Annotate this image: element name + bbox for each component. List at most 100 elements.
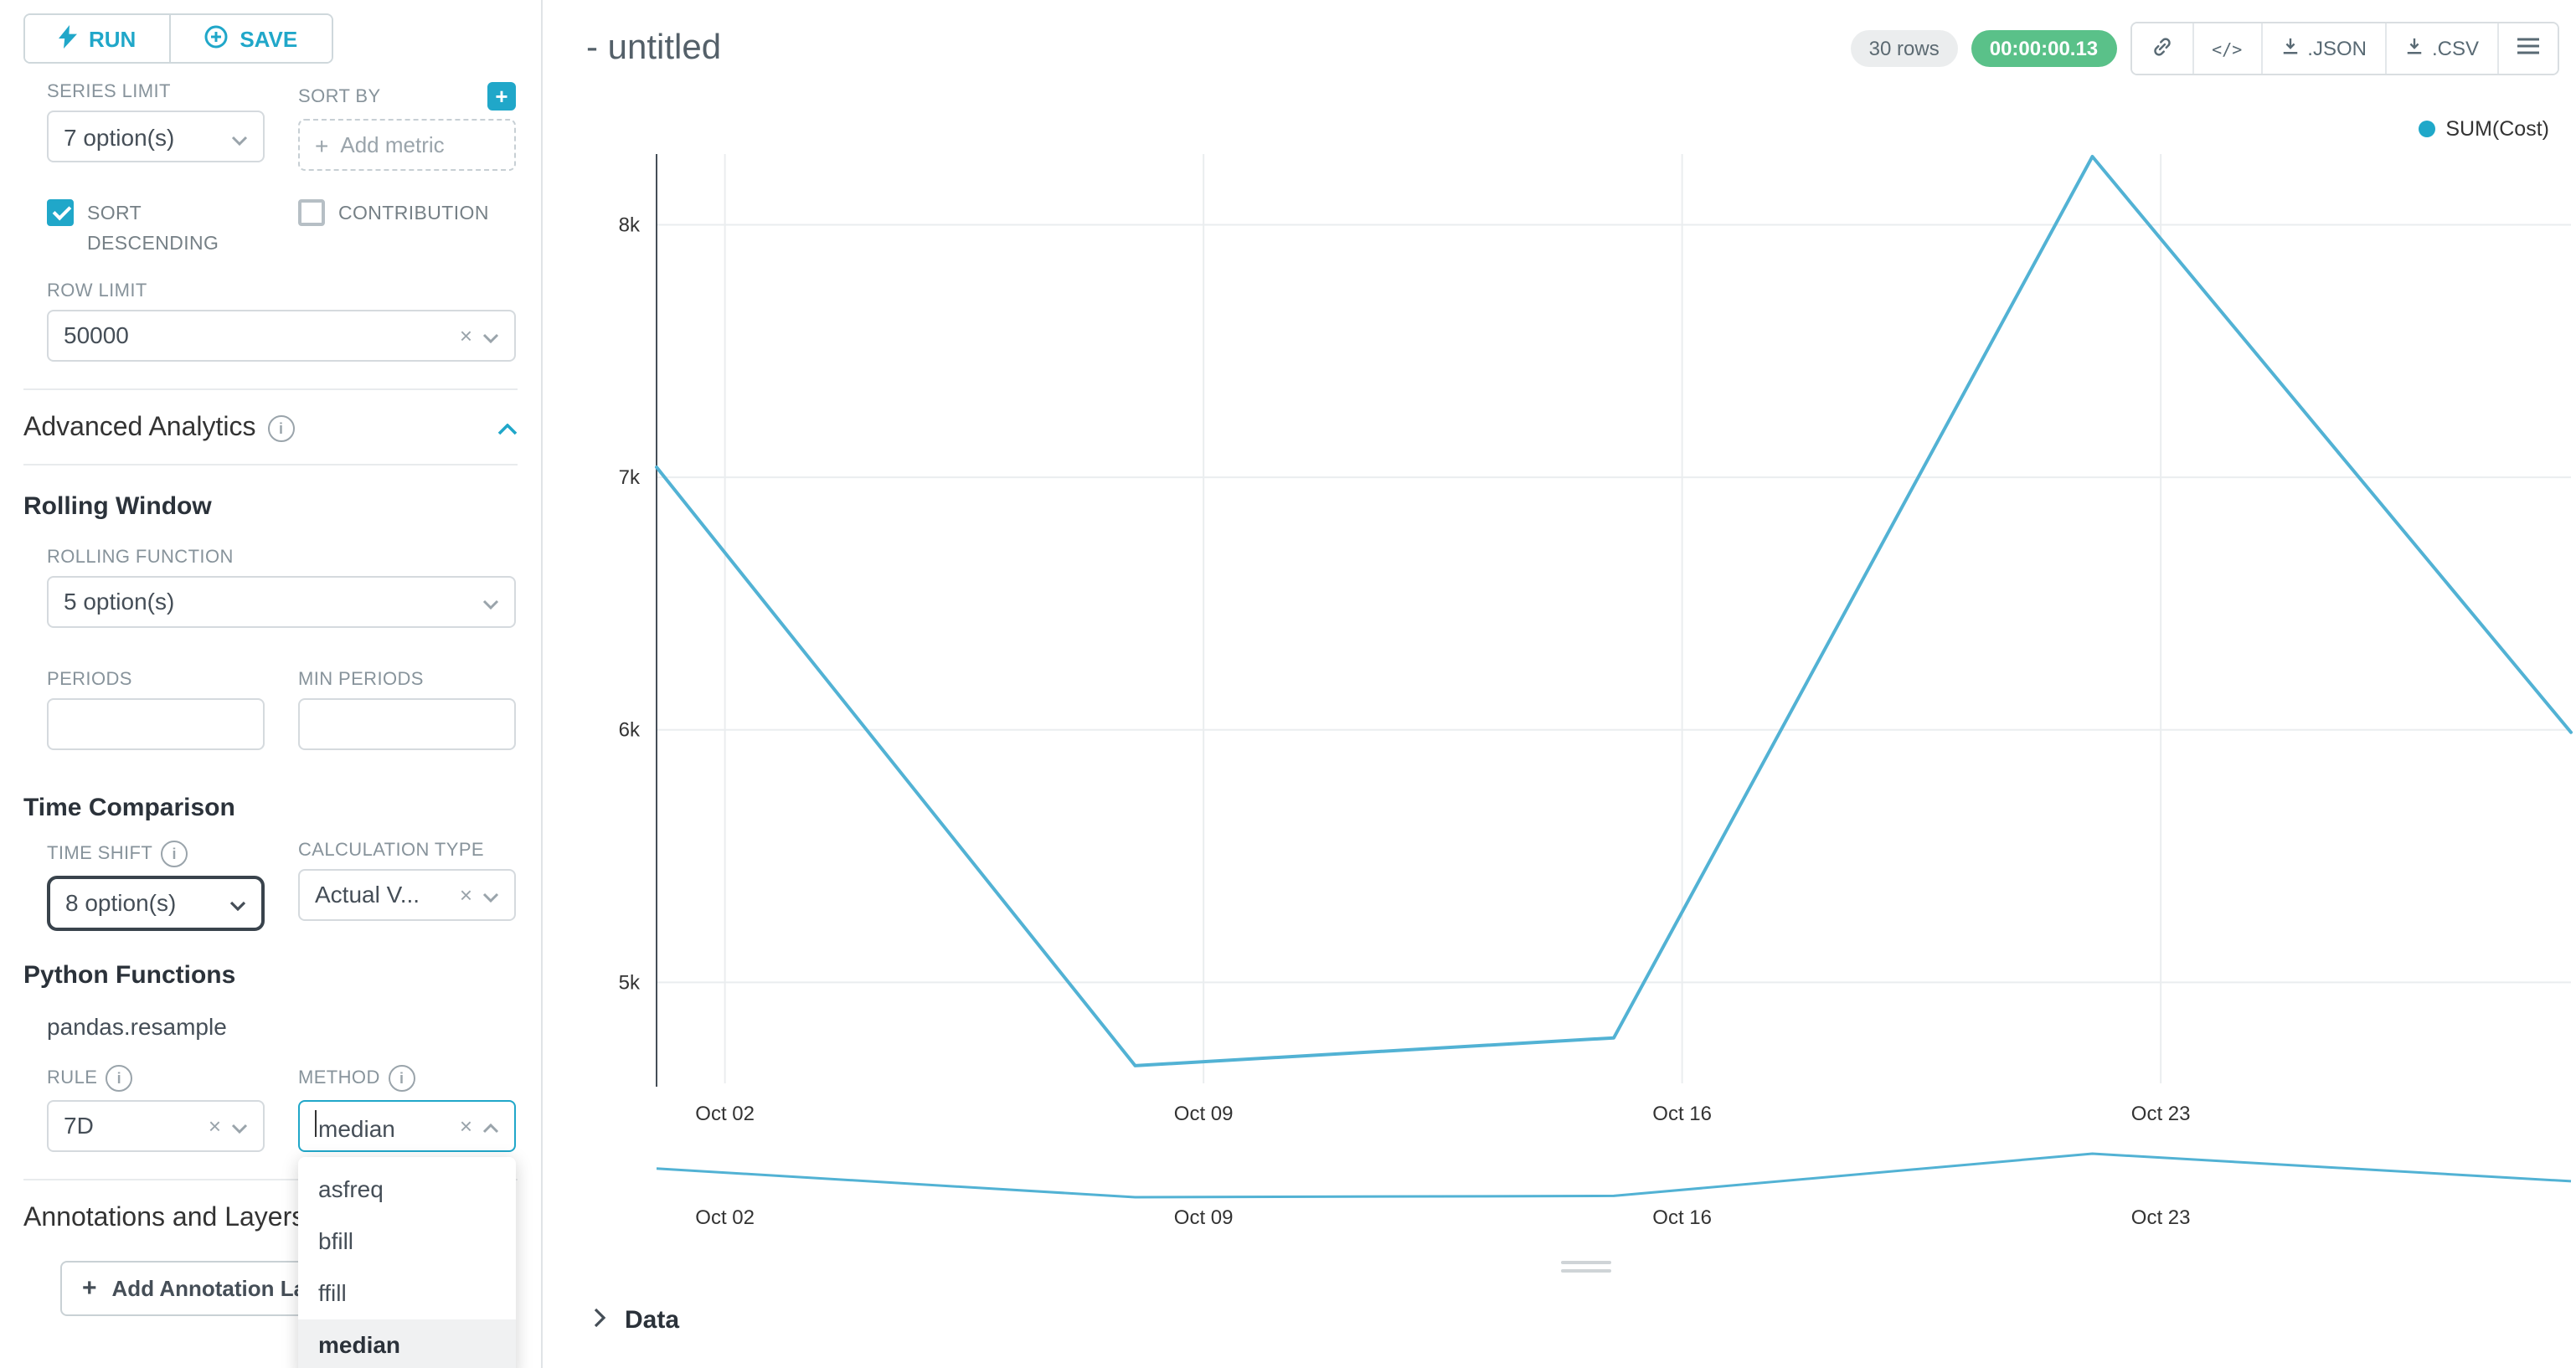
data-panel-label: Data	[625, 1306, 680, 1335]
menu-button[interactable]	[2497, 23, 2558, 74]
time-shift-label: TIME SHIFT	[47, 840, 265, 867]
panel-resize-handle[interactable]	[1561, 1261, 1611, 1273]
svg-text:Oct 09: Oct 09	[1174, 1206, 1234, 1229]
series-limit-label: SERIES LIMIT	[47, 82, 171, 102]
copy-link-button[interactable]	[2131, 23, 2192, 74]
svg-text:6k: 6k	[619, 719, 641, 742]
svg-text:Oct 02: Oct 02	[695, 1206, 755, 1229]
rolling-window-title: Rolling Window	[23, 491, 212, 521]
periods-input[interactable]	[47, 697, 265, 750]
info-icon	[106, 1064, 133, 1092]
range-preview-chart[interactable]: Oct 02 Oct 09 Oct 16 Oct 23	[543, 1144, 2574, 1234]
svg-text:Oct 23: Oct 23	[2131, 1206, 2191, 1229]
code-icon	[2212, 37, 2242, 60]
menu-item-ffill[interactable]: ffill	[318, 1279, 347, 1307]
divider	[23, 463, 518, 465]
contribution-checkbox[interactable]	[298, 199, 325, 226]
time-shift-value: 8 option(s)	[65, 889, 177, 917]
svg-text:Oct 16: Oct 16	[1652, 1206, 1712, 1229]
svg-text:Oct 09: Oct 09	[1174, 1103, 1234, 1125]
info-icon	[267, 414, 295, 442]
control-panel: RUN SAVE SERIES LIMIT 7 option(s) SORT B…	[0, 0, 543, 1368]
menu-item-asfreq[interactable]: asfreq	[318, 1175, 384, 1203]
save-button-label: SAVE	[240, 26, 298, 51]
query-timer-badge: 00:00:00.13	[1971, 30, 2117, 67]
clear-icon[interactable]	[460, 324, 472, 346]
method-options-menu: asfreq bfill ffill median	[298, 1156, 516, 1368]
clear-icon[interactable]	[209, 1114, 221, 1136]
row-count-badge: 30 rows	[1850, 30, 1958, 67]
method-combobox[interactable]: median	[298, 1099, 516, 1152]
divider	[23, 1178, 518, 1180]
plus-icon	[315, 131, 328, 158]
sort-by-add-metric[interactable]: Add metric	[298, 119, 516, 171]
series-limit-value: 7 option(s)	[64, 123, 175, 150]
menu-item-median[interactable]: median	[298, 1319, 516, 1368]
run-save-button-group: RUN SAVE	[23, 13, 333, 64]
rule-label: RULE	[47, 1064, 265, 1092]
row-limit-value: 50000	[64, 321, 129, 349]
chevron-down-icon	[231, 123, 248, 150]
export-csv-button[interactable]: .CSV	[2384, 23, 2497, 74]
download-icon	[2280, 37, 2299, 60]
python-functions-title: Python Functions	[23, 960, 236, 990]
clear-icon[interactable]	[460, 1114, 472, 1136]
chart-legend[interactable]: SUM(Cost)	[2419, 117, 2549, 141]
rolling-function-select[interactable]: 5 option(s)	[47, 575, 516, 628]
save-button[interactable]: SAVE	[169, 15, 332, 62]
export-json-button[interactable]: .JSON	[2260, 23, 2385, 74]
advanced-analytics-header[interactable]: Advanced Analytics	[23, 413, 518, 443]
menu-item-bfill[interactable]: bfill	[318, 1227, 354, 1255]
sort-by-add-button[interactable]	[487, 82, 516, 111]
pandas-resample-label: pandas.resample	[47, 1012, 227, 1040]
sort-descending-checkbox[interactable]	[47, 199, 74, 226]
svg-text:Oct 16: Oct 16	[1652, 1103, 1712, 1125]
clear-icon[interactable]	[460, 883, 472, 905]
contribution-option[interactable]: CONTRIBUTION	[298, 198, 516, 260]
info-icon	[388, 1064, 415, 1092]
run-button-label: RUN	[89, 26, 137, 51]
run-button[interactable]: RUN	[25, 15, 170, 62]
rule-select[interactable]: 7D	[47, 1099, 265, 1152]
svg-text:5k: 5k	[619, 971, 641, 994]
export-button-group: .JSON .CSV	[2130, 22, 2559, 75]
divider	[23, 388, 518, 390]
min-periods-input[interactable]	[298, 697, 516, 750]
rolling-function-value: 5 option(s)	[64, 588, 175, 615]
chevron-down-icon	[482, 588, 499, 615]
sort-descending-option[interactable]: SORT DESCENDING	[47, 198, 265, 260]
contribution-label: CONTRIBUTION	[338, 204, 489, 224]
export-json-label: .JSON	[2307, 37, 2367, 60]
advanced-analytics-title: Advanced Analytics	[23, 413, 256, 442]
chevron-right-icon	[593, 1306, 606, 1335]
method-value: median	[318, 1114, 395, 1142]
chevron-down-icon	[231, 1112, 248, 1139]
chart-area: - untitled 30 rows 00:00:00.13	[543, 0, 2576, 1368]
collapse-chevron-up-icon[interactable]	[497, 413, 518, 443]
legend-series-dot	[2419, 121, 2436, 137]
plus-icon	[82, 1273, 97, 1302]
line-chart[interactable]: 5k 6k 7k 8k Oct 02 Oct 09 Oct 16 Oct 23	[543, 151, 2574, 1129]
download-icon	[2405, 37, 2424, 60]
rolling-function-label: ROLLING FUNCTION	[47, 547, 234, 568]
chevron-up-icon	[482, 1112, 499, 1139]
lightning-icon	[59, 24, 77, 53]
time-shift-select[interactable]: 8 option(s)	[47, 875, 265, 931]
legend-series-label: SUM(Cost)	[2445, 117, 2549, 141]
hamburger-menu-icon	[2517, 37, 2539, 60]
plus-circle-icon	[204, 24, 228, 53]
row-limit-select[interactable]: 50000	[47, 309, 516, 362]
embed-code-button[interactable]	[2192, 23, 2261, 74]
method-label: METHOD	[298, 1064, 516, 1092]
min-periods-label: MIN PERIODS	[298, 669, 424, 690]
export-csv-label: .CSV	[2431, 37, 2479, 60]
rule-value: 7D	[64, 1112, 94, 1139]
calculation-type-label: CALCULATION TYPE	[298, 840, 484, 861]
sort-descending-label: SORT DESCENDING	[87, 204, 219, 255]
data-panel-toggle[interactable]: Data	[593, 1306, 679, 1335]
annotations-header[interactable]: Annotations and Layers	[23, 1203, 518, 1233]
calculation-type-select[interactable]: Actual V...	[298, 868, 516, 921]
series-limit-select[interactable]: 7 option(s)	[47, 111, 265, 162]
time-comparison-title: Time Comparison	[23, 793, 235, 822]
